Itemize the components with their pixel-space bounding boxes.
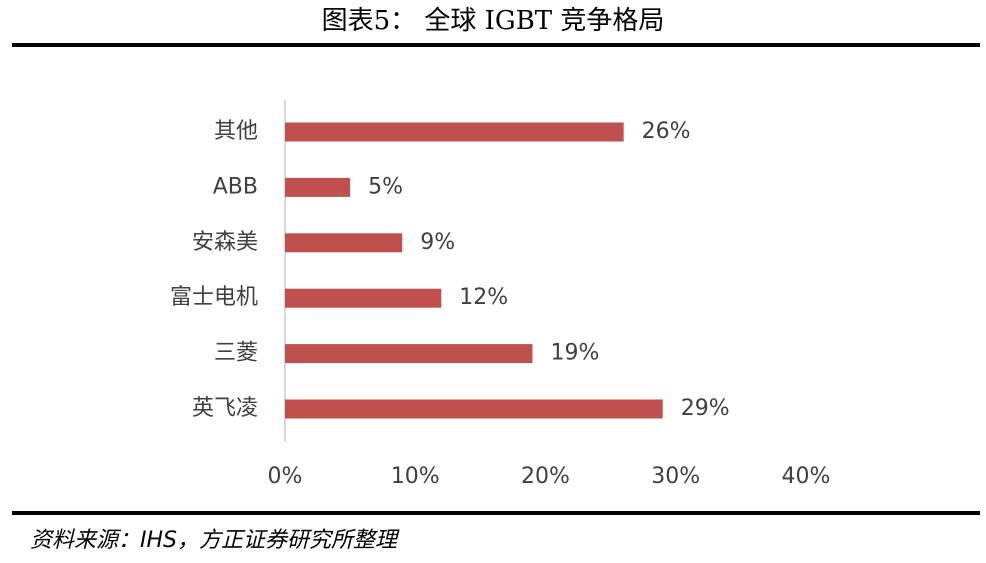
bar [285,288,442,308]
title-rule [12,43,980,47]
value-label: 5% [368,174,403,199]
bar [285,344,533,364]
chart-title: 图表5： 全球 IGBT 竞争格局 [322,6,665,36]
value-label: 9% [420,230,455,255]
y-tick-label: 英飞凌 [192,396,258,421]
value-label: 12% [459,285,508,310]
value-label: 26% [642,119,691,144]
source-note: 资料来源：IHS，方正证券研究所整理 [30,528,400,553]
y-tick-label: 三菱 [214,341,258,366]
bar [285,122,624,142]
bar [285,177,351,197]
y-tick-label: 其他 [214,119,258,144]
y-tick-label: 富士电机 [170,285,258,310]
x-tick-label: 30% [651,464,700,489]
x-tick-label: 20% [521,464,570,489]
value-label: 19% [550,341,599,366]
x-tick-label: 40% [782,464,831,489]
bar [285,399,663,419]
source-rule [12,511,980,515]
x-tick-label: 10% [391,464,440,489]
y-tick-label: ABB [213,174,258,199]
bar [285,233,403,253]
value-label: 29% [681,396,730,421]
x-tick-label: 0% [268,464,303,489]
y-tick-label: 安森美 [192,230,258,255]
